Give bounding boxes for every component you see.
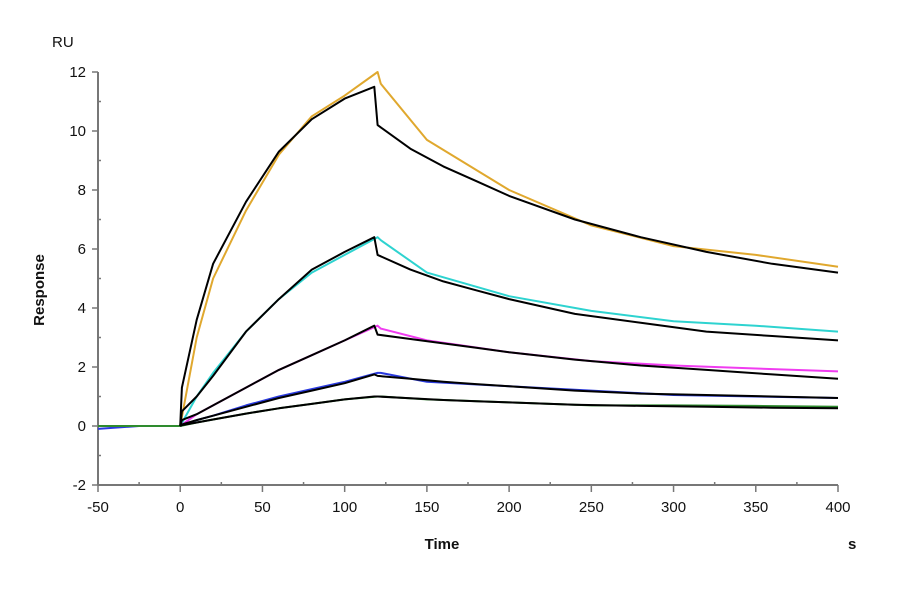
fit-curve-1 — [179, 85, 839, 427]
x-tick-label: 250 — [579, 499, 604, 516]
x-tick-label: 100 — [332, 499, 357, 516]
y-unit-label: RU — [52, 34, 74, 51]
x-tick-label: 150 — [414, 499, 439, 516]
y-tick-label: 10 — [69, 123, 86, 140]
y-tick-label: 4 — [78, 300, 86, 317]
y-tick-label: 8 — [78, 182, 86, 199]
y-tick-label: 12 — [69, 64, 86, 81]
y-tick-label: 6 — [78, 241, 86, 258]
x-tick-label: 300 — [661, 499, 686, 516]
x-tick-label: 50 — [254, 499, 271, 516]
y-tick-label: -2 — [73, 477, 86, 494]
fit-curve-5 — [179, 395, 839, 427]
series-group — [97, 71, 839, 430]
x-tick-label: 350 — [743, 499, 768, 516]
x-axis-label: Time — [425, 536, 460, 553]
data-curve-3 — [98, 324, 839, 427]
x-tick-label: -50 — [87, 499, 109, 516]
fit-curve-2 — [179, 236, 839, 427]
x-tick-label: 400 — [825, 499, 850, 516]
axes: -2 0 2 4 6 8 10 12 -50 0 50 100 150 200 250 300 350 400 — [69, 64, 850, 516]
y-tick-label: 0 — [78, 418, 86, 435]
data-curve-2 — [98, 236, 839, 427]
fit-curve-4 — [179, 373, 839, 427]
data-curve-1 — [98, 71, 839, 427]
x-tick-label: 0 — [176, 499, 184, 516]
y-axis-label: Response — [31, 254, 48, 326]
y-tick-label: 2 — [78, 359, 86, 376]
x-unit-label: s — [848, 536, 856, 553]
x-tick-label: 200 — [497, 499, 522, 516]
fit-curve-3 — [179, 324, 839, 427]
